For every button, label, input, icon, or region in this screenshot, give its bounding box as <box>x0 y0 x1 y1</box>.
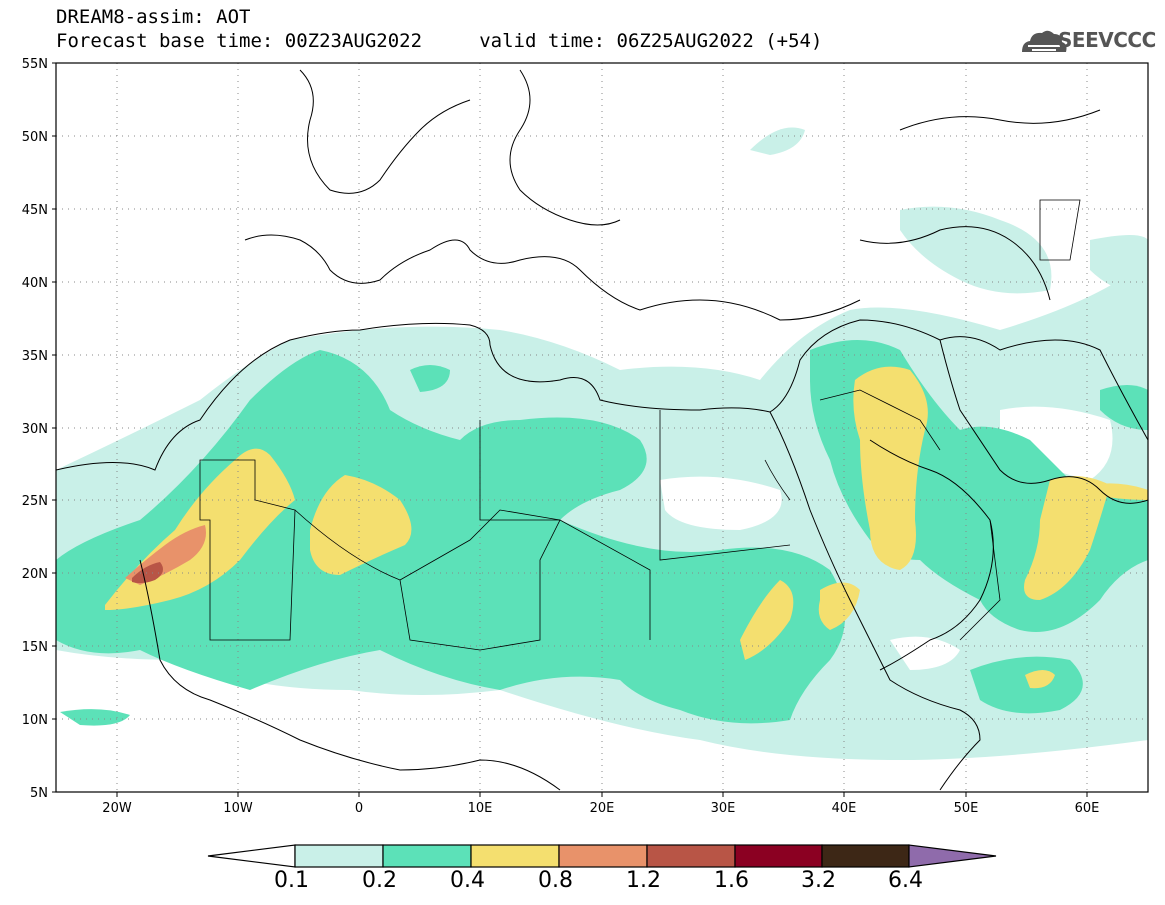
graticule <box>56 63 1148 792</box>
colorbar-label: 1.2 <box>626 868 661 893</box>
colorbar-label: 3.2 <box>801 868 836 893</box>
aot-0.4-band <box>1025 670 1055 689</box>
colorbar-box-5 <box>646 844 736 868</box>
aot-0.4-band <box>1024 476 1110 600</box>
lon-tick-label: 60E <box>1075 801 1100 816</box>
colorbar-box-1 <box>294 844 384 868</box>
lon-tick-label: 10W <box>223 801 253 816</box>
colorbar-label: 0.8 <box>538 868 573 893</box>
forecast-time-subtitle: Forecast base time: 00Z23AUG2022 valid t… <box>56 30 823 52</box>
lat-tick-label: 40N <box>22 276 48 291</box>
lon-tick-label: 20E <box>590 801 615 816</box>
lat-tick-label: 35N <box>22 349 48 364</box>
colorbar-box-4 <box>558 844 648 868</box>
colorbar-label: 0.4 <box>450 868 485 893</box>
lat-tick-labels: 55N 50N 45N 40N 35N 30N 25N 20N 15N 10N … <box>22 57 48 801</box>
aot-0.1-band <box>900 206 1052 294</box>
lon-tick-label: 50E <box>954 801 979 816</box>
lat-tick-label: 45N <box>22 203 48 218</box>
colorbar-label: 1.6 <box>714 868 749 893</box>
country-borders <box>199 199 1081 651</box>
cloud-logo-icon <box>1022 30 1067 52</box>
lon-tick-label: 10E <box>468 801 493 816</box>
aot-0.2-band <box>970 656 1083 714</box>
colorbar-label: 6.4 <box>888 868 923 893</box>
lon-tick-label: 20W <box>102 801 132 816</box>
coastlines <box>56 69 1148 791</box>
aot-1.2-band <box>132 562 164 584</box>
colorbar-label: 0.1 <box>274 868 309 893</box>
colorbar-box-6 <box>734 844 823 868</box>
aot-0.4-band <box>740 580 794 660</box>
lon-tick-label: 0 <box>355 801 363 816</box>
colorbar-low-arrow <box>207 844 296 868</box>
lat-tick-label: 5N <box>30 786 48 801</box>
lat-tick-label: 20N <box>22 567 48 582</box>
aot-0.4-band <box>853 366 928 570</box>
aot-0.2-band <box>56 350 845 724</box>
tick-marks <box>52 62 1088 797</box>
chart-title: DREAM8-assim: AOT <box>56 6 251 28</box>
lon-tick-label: 40E <box>832 801 857 816</box>
colorbar-label: 0.2 <box>362 868 397 893</box>
lat-tick-label: 55N <box>22 57 48 72</box>
aot-0.4-band <box>818 582 860 630</box>
colorbar-box-2 <box>382 844 472 868</box>
lat-tick-label: 25N <box>22 494 48 509</box>
lat-tick-label: 50N <box>22 130 48 145</box>
aot-0.4-band <box>1090 483 1148 500</box>
aot-0.1-band <box>750 127 805 155</box>
aot-0.1-band <box>1090 235 1148 300</box>
lat-tick-label: 10N <box>22 713 48 728</box>
lat-tick-label: 30N <box>22 422 48 437</box>
logo-text: SEEVCCC <box>1058 28 1156 52</box>
lon-tick-labels: 20W 10W 0 10E 20E 30E 40E 50E 60E <box>102 801 1099 816</box>
colorbar <box>207 844 997 868</box>
lat-tick-label: 15N <box>22 640 48 655</box>
colorbar-box-7 <box>821 844 910 868</box>
aot-0.2-band <box>410 365 450 392</box>
aot-0.2-band <box>60 709 130 726</box>
colorbar-high-arrow <box>908 844 997 868</box>
colorbar-box-3 <box>470 844 560 868</box>
lon-tick-label: 30E <box>711 801 736 816</box>
